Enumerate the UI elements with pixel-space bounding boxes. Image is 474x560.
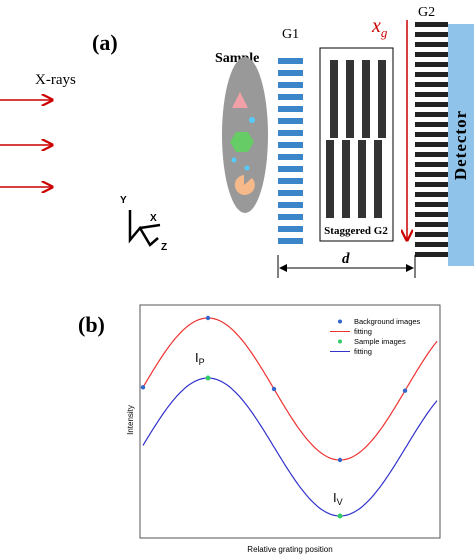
legend-label: Background images — [354, 317, 421, 326]
g2-bar — [415, 142, 448, 147]
g2-bar — [415, 152, 448, 157]
sample-point — [337, 513, 343, 519]
background-point — [402, 388, 408, 393]
stag-bar — [374, 140, 382, 218]
g1-bar — [278, 118, 303, 124]
g1-bar — [278, 178, 303, 184]
g1-bar — [278, 166, 303, 172]
detector — [448, 24, 474, 266]
g1-bar — [278, 154, 303, 160]
shift-main: x — [371, 15, 381, 37]
peak-sub: P — [199, 357, 205, 367]
background-point — [205, 315, 211, 321]
g1-bar — [278, 106, 303, 112]
g1-bar — [278, 238, 303, 244]
g2-bar — [415, 222, 448, 227]
g1-label: G1 — [282, 27, 299, 42]
g2-bar — [415, 52, 448, 57]
legend-symbol — [338, 319, 342, 324]
g2-bar — [415, 32, 448, 37]
g2-bar — [415, 212, 448, 217]
g2-bar — [415, 42, 448, 47]
valley-label: IV — [333, 490, 343, 507]
g2-bar — [415, 252, 448, 257]
background-point — [337, 457, 343, 463]
peak-main: I — [195, 350, 199, 365]
g2-bar — [415, 192, 448, 197]
source-label: X-rays — [35, 72, 76, 88]
g2-bar — [415, 92, 448, 97]
panel-label: (b) — [78, 312, 105, 337]
g1-bar — [278, 202, 303, 208]
plot-frame — [139, 304, 441, 539]
xray-arrows — [0, 100, 52, 187]
g1-grating — [278, 58, 303, 244]
g1-bar — [278, 130, 303, 136]
g2-bar — [415, 232, 448, 237]
legend-label: Sample images — [354, 337, 406, 346]
coordinate-axes — [128, 210, 161, 247]
valley-main: I — [333, 490, 337, 505]
g2-grating — [415, 22, 448, 257]
g2-bar — [415, 172, 448, 177]
g2-bar — [415, 162, 448, 167]
distance-bar — [277, 255, 416, 278]
sample — [222, 57, 268, 213]
g1-bar — [278, 94, 303, 100]
g2-bar — [415, 102, 448, 107]
sample-point — [205, 375, 211, 381]
g2-bar — [415, 112, 448, 117]
stag-bar — [330, 60, 338, 138]
y-axis-label: Intensity — [126, 405, 135, 435]
g1-bar — [278, 70, 303, 76]
g1-bar — [278, 142, 303, 148]
detector-label: Detector — [451, 110, 470, 180]
stag-bar — [342, 140, 350, 218]
g2-label: G2 — [418, 5, 435, 20]
g1-bar — [278, 58, 303, 64]
valley-sub: V — [337, 497, 343, 507]
stag-bar — [358, 140, 366, 218]
points — [140, 315, 408, 519]
legend-symbol — [338, 339, 342, 344]
panel-label: (a) — [92, 30, 118, 55]
g1-bar — [278, 82, 303, 88]
stag-bar — [346, 60, 354, 138]
distance-label: d — [342, 251, 350, 267]
g2-bar — [415, 182, 448, 187]
g1-bar — [278, 214, 303, 220]
g2-bar — [415, 202, 448, 207]
peak-label: IP — [195, 350, 205, 367]
background-fit — [142, 317, 438, 461]
stag-bar — [378, 60, 386, 138]
axis-z: Z — [161, 242, 167, 253]
g2-bar — [415, 122, 448, 127]
stag-bar — [362, 60, 370, 138]
g2-bar — [415, 132, 448, 137]
legend-label: fitting — [354, 347, 372, 356]
stag-bar — [326, 140, 334, 218]
g1-bar — [278, 226, 303, 232]
g2-bar — [415, 242, 448, 247]
shift-label: xg — [371, 15, 388, 40]
axis-x: X — [150, 213, 157, 224]
staggered-label: Staggered G2 — [324, 225, 388, 237]
sample-fit — [142, 377, 438, 517]
g1-bar — [278, 190, 303, 196]
background-point — [140, 385, 146, 390]
axis-y: Y — [120, 195, 127, 206]
g2-bar — [415, 22, 448, 27]
x-axis-label: Relative grating position — [247, 545, 332, 554]
shift-sub: g — [381, 25, 388, 40]
g2-bar — [415, 72, 448, 77]
g2-bar — [415, 62, 448, 67]
legend-label: fitting — [354, 327, 372, 336]
g2-bar — [415, 82, 448, 87]
background-point — [271, 386, 277, 392]
staggered-grating — [326, 60, 386, 218]
